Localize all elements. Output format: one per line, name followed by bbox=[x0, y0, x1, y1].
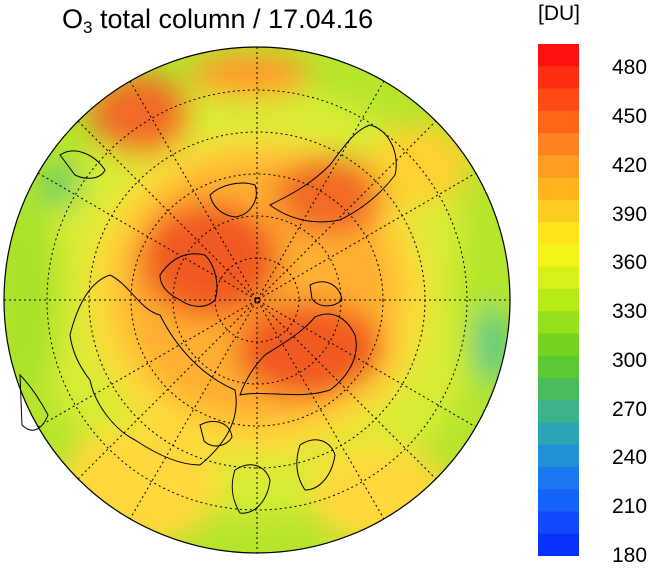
colorbar-segment bbox=[538, 466, 579, 490]
graticule bbox=[4, 47, 510, 553]
colorbar-segment bbox=[538, 377, 579, 401]
colorbar-tick-label: 450 bbox=[612, 105, 648, 129]
colorbar-segment bbox=[538, 333, 579, 357]
colorbar-segment bbox=[538, 88, 579, 112]
colorbar-segment bbox=[538, 288, 579, 312]
coastlines bbox=[19, 124, 397, 514]
colorbar-segment bbox=[538, 422, 579, 446]
colorbar-segment bbox=[538, 511, 579, 535]
colorbar-segment bbox=[538, 66, 579, 90]
colorbar-tick-label: 420 bbox=[612, 153, 648, 177]
colorbar-tick-label: 270 bbox=[612, 397, 648, 421]
colorbar-tick-label: 300 bbox=[612, 348, 648, 372]
colorbar-segment bbox=[538, 222, 579, 245]
colorbar-segment bbox=[538, 266, 579, 290]
polar-ozone-map bbox=[3, 46, 511, 554]
colorbar-segment bbox=[538, 199, 579, 223]
colorbar-segment bbox=[538, 489, 579, 513]
colorbar-segment bbox=[538, 533, 579, 556]
colorbar-segment bbox=[538, 133, 579, 156]
colorbar-tick-label: 240 bbox=[612, 446, 648, 470]
chart-title: O3 total column / 17.04.16 bbox=[62, 4, 374, 37]
colorbar-segment bbox=[538, 177, 579, 201]
colorbar-tick-label: 360 bbox=[612, 251, 648, 275]
map-boundary bbox=[3, 46, 511, 554]
colorbar-segment bbox=[538, 44, 579, 67]
ozone-field bbox=[4, 47, 510, 553]
colorbar-segment bbox=[538, 444, 579, 468]
colorbar-tick-label: 330 bbox=[612, 300, 648, 324]
colorbar-segment bbox=[538, 355, 579, 379]
colorbar-tick-label: 210 bbox=[612, 495, 648, 519]
colorbar-segment bbox=[538, 244, 579, 268]
colorbar-tick-label: 480 bbox=[612, 56, 648, 80]
colorbar-segment bbox=[538, 311, 579, 334]
colorbar-tick-label: 390 bbox=[612, 202, 648, 226]
colorbar bbox=[538, 44, 579, 556]
colorbar-tick-label: 180 bbox=[612, 544, 648, 567]
colorbar-segment bbox=[538, 400, 579, 424]
colorbar-segment bbox=[538, 110, 579, 134]
colorbar-unit: [DU] bbox=[538, 2, 580, 25]
colorbar-segment bbox=[538, 155, 579, 179]
